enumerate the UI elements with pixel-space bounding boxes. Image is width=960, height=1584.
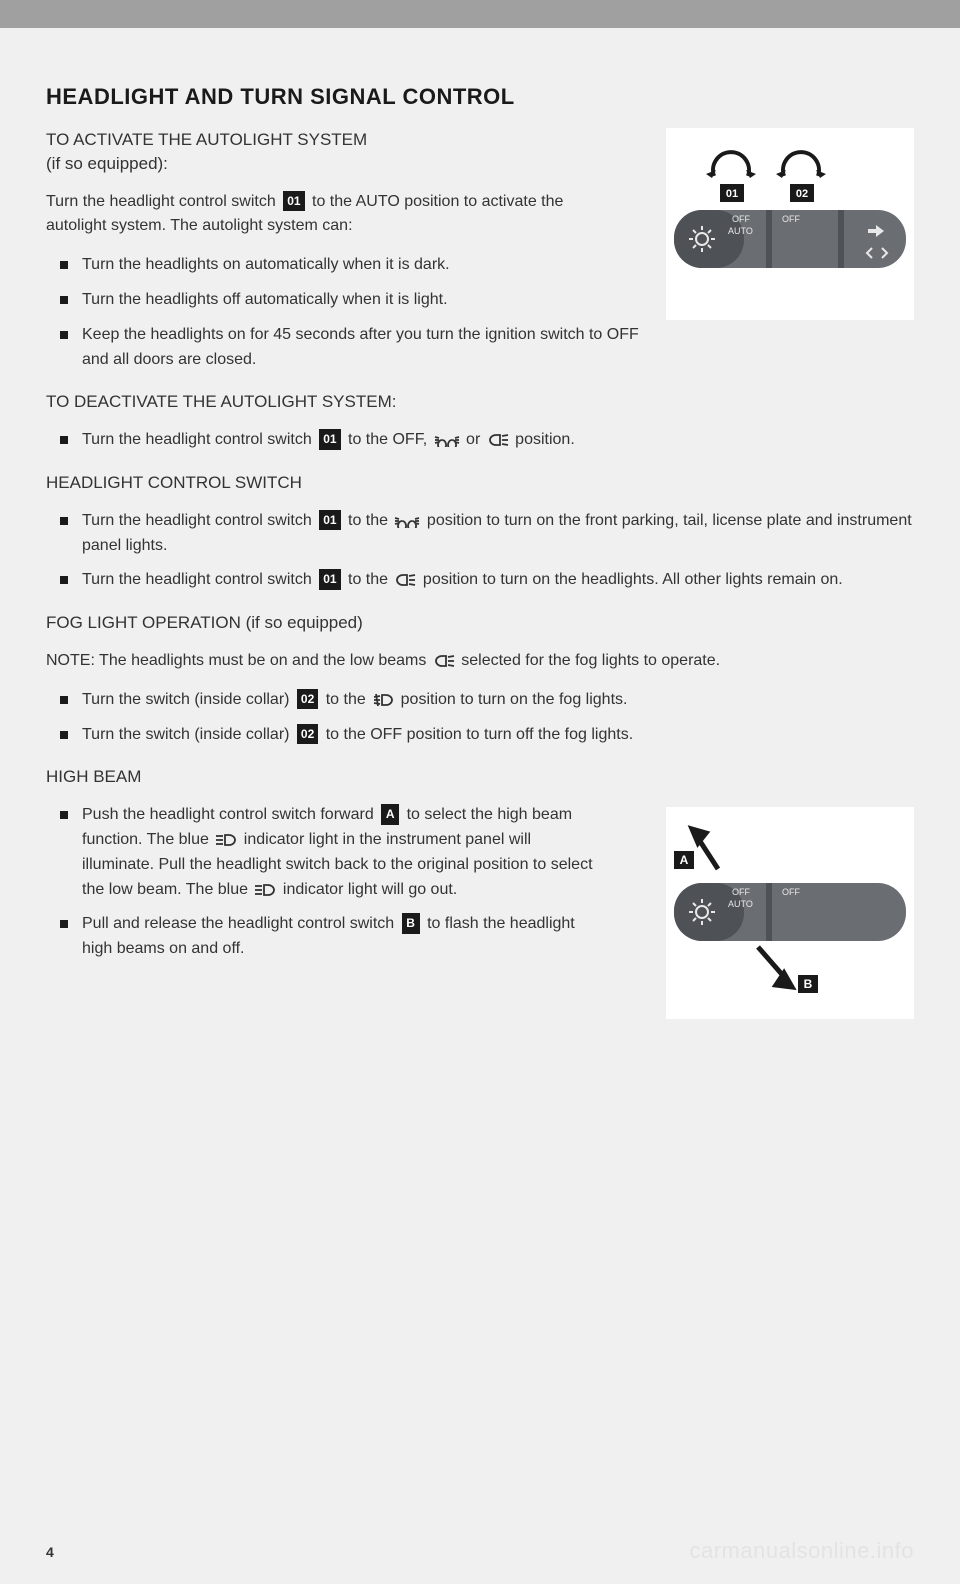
activate-intro: Turn the headlight control switch 01 to … [46, 190, 606, 240]
hb-b2-pre: Pull and release the headlight control s… [82, 915, 399, 932]
deact-b1-or: or [462, 431, 485, 448]
parking-light-icon [434, 433, 460, 447]
fog-note: NOTE: The headlights must be on and the … [46, 649, 914, 674]
badge-01: 01 [319, 569, 340, 590]
fog-b1-mid: to the [321, 691, 370, 708]
cs-bullet-1: Turn the headlight control switch 01 to … [46, 509, 914, 559]
cs-b2-pre: Turn the headlight control switch [82, 571, 316, 588]
highbeam-heading: HIGH BEAM [46, 765, 914, 789]
high-beam-icon [215, 833, 237, 847]
cs-b1-mid: to the [344, 512, 393, 529]
fog-bullets: Turn the switch (inside collar) 02 to th… [46, 688, 914, 748]
fig1-badge-01: 01 [726, 188, 738, 200]
deactivate-bullets: Turn the headlight control switch 01 to … [46, 428, 914, 453]
parking-light-icon [394, 514, 420, 528]
fig2-badge-B: B [804, 977, 813, 991]
deact-b1-mid: to the OFF, [344, 431, 432, 448]
svg-text:AUTO: AUTO [728, 226, 753, 236]
svg-text:AUTO: AUTO [728, 899, 753, 909]
watermark: carmanualsonline.info [689, 1538, 914, 1564]
fog-b2-post: to the OFF position to turn off the fog … [321, 726, 633, 743]
deact-b1-pre: Turn the headlight control switch [82, 431, 316, 448]
activate-intro-pre: Turn the headlight control switch [46, 193, 280, 210]
svg-text:OFF: OFF [732, 887, 750, 897]
svg-text:OFF: OFF [782, 214, 800, 224]
page-title: HEADLIGHT AND TURN SIGNAL CONTROL [46, 84, 914, 110]
badge-02: 02 [297, 689, 318, 710]
hb-b1-pre: Push the headlight control switch forwar… [82, 806, 378, 823]
svg-text:OFF: OFF [732, 214, 750, 224]
badge-B: B [402, 913, 420, 934]
badge-01: 01 [319, 510, 340, 531]
activate-heading-l1: TO ACTIVATE THE AUTOLIGHT SYSTEM [46, 130, 367, 149]
badge-A: A [381, 804, 399, 825]
figure-stalk-push: OFF AUTO OFF A B [666, 807, 914, 1019]
high-beam-icon [254, 883, 276, 897]
svg-text:OFF: OFF [782, 887, 800, 897]
badge-02: 02 [297, 724, 318, 745]
fog-b2-pre: Turn the switch (inside collar) [82, 726, 294, 743]
deactivate-heading: TO DEACTIVATE THE AUTOLIGHT SYSTEM: [46, 390, 914, 414]
fog-bullet-1: Turn the switch (inside collar) 02 to th… [46, 688, 914, 713]
page-number: 4 [46, 1544, 54, 1560]
fog-note-post: selected for the fog lights to operate. [457, 652, 720, 669]
control-switch-heading: HEADLIGHT CONTROL SWITCH [46, 471, 914, 495]
fog-b1-post: position to turn on the fog lights. [396, 691, 627, 708]
activate-bullet-3: Keep the headlights on for 45 seconds af… [46, 323, 914, 373]
fog-note-pre: NOTE: The headlights must be on and the … [46, 652, 431, 669]
cs-bullet-2: Turn the headlight control switch 01 to … [46, 568, 914, 593]
headlight-icon [433, 654, 455, 668]
badge-01: 01 [283, 191, 304, 212]
hb-b1-post: indicator light will go out. [278, 881, 457, 898]
headlight-icon [487, 433, 509, 447]
fog-b1-pre: Turn the switch (inside collar) [82, 691, 294, 708]
cs-b2-post: position to turn on the headlights. All … [418, 571, 842, 588]
activate-bullet-2: Turn the headlights off automatically wh… [46, 288, 914, 313]
hb-bullet-2: Pull and release the headlight control s… [46, 912, 606, 962]
page-body: HEADLIGHT AND TURN SIGNAL CONTROL 01 02 [0, 28, 960, 1584]
fog-light-icon [372, 693, 394, 707]
activate-bullet-1: Turn the headlights on automatically whe… [46, 253, 914, 278]
cs-b2-mid: to the [344, 571, 393, 588]
cs-b1-pre: Turn the headlight control switch [82, 512, 316, 529]
fig2-badge-A: A [680, 853, 689, 867]
fig1-badge-02: 02 [796, 188, 808, 200]
hb-bullet-1: Push the headlight control switch forwar… [46, 803, 606, 902]
fog-heading: FOG LIGHT OPERATION (if so equipped) [46, 611, 914, 635]
badge-01: 01 [319, 429, 340, 450]
top-grey-bar [0, 0, 960, 28]
headlight-icon [394, 573, 416, 587]
deact-b1-post: position. [511, 431, 575, 448]
activate-heading-l2: (if so equipped): [46, 154, 168, 173]
fog-bullet-2: Turn the switch (inside collar) 02 to th… [46, 723, 914, 748]
control-switch-bullets: Turn the headlight control switch 01 to … [46, 509, 914, 593]
deactivate-bullet-1: Turn the headlight control switch 01 to … [46, 428, 914, 453]
